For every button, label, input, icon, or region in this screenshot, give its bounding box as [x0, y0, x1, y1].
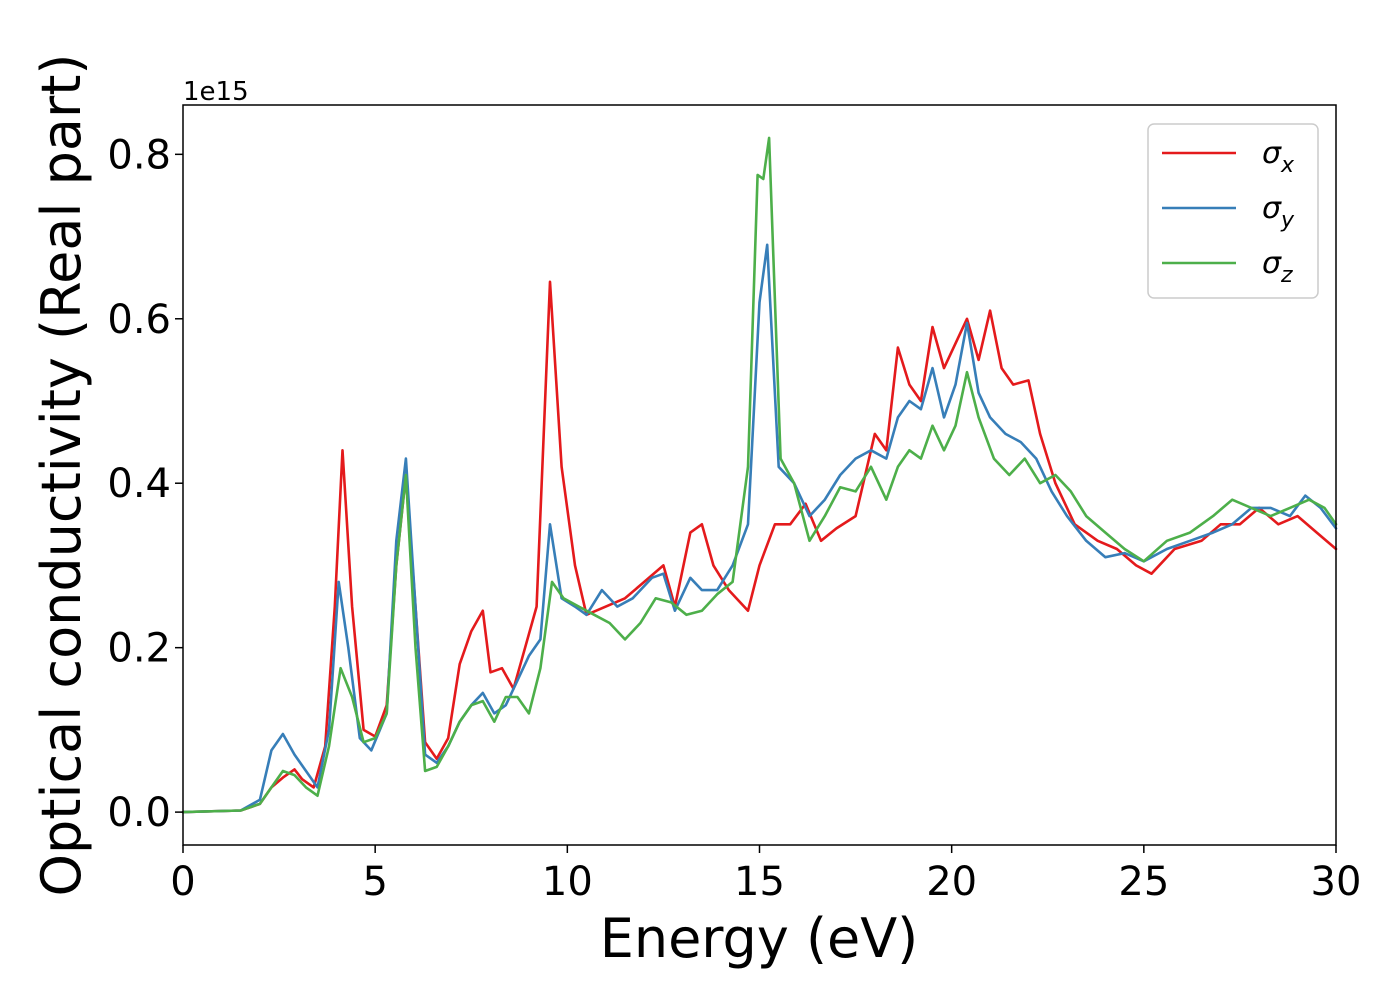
- legend: σx σy σz: [1147, 123, 1319, 299]
- legend-box: [1147, 123, 1319, 299]
- legend-label-x: σx: [1262, 136, 1295, 178]
- legend-label-z: σz: [1262, 246, 1293, 288]
- x-tick-label: 20: [926, 859, 977, 905]
- y-tick-label: 0.8: [107, 132, 171, 178]
- x-tick-label: 25: [1118, 859, 1169, 905]
- y-tick-label: 0.2: [107, 626, 171, 672]
- x-tick-label: 10: [542, 859, 593, 905]
- y-tick-label: 0.0: [107, 790, 171, 836]
- series-line-z: [181, 136, 1338, 814]
- legend-label-y: σy: [1262, 191, 1295, 233]
- y-axis-ticks: 0.0 0.2 0.4 0.6 0.8: [107, 132, 183, 836]
- x-axis-label: Energy (eV): [600, 907, 919, 970]
- y-axis-label: Optical conductivity (Real part): [30, 54, 93, 897]
- x-tick-label: 15: [734, 859, 785, 905]
- x-axis-ticks: 0 5 10 15 20 25 30: [170, 845, 1361, 905]
- y-tick-label: 0.6: [107, 297, 171, 343]
- y-offset-label: 1e15: [183, 77, 249, 107]
- x-tick-label: 30: [1311, 859, 1362, 905]
- x-tick-label: 0: [170, 859, 195, 905]
- y-tick-label: 0.4: [107, 461, 171, 507]
- series-layer: [181, 136, 1338, 814]
- x-tick-label: 5: [362, 859, 387, 905]
